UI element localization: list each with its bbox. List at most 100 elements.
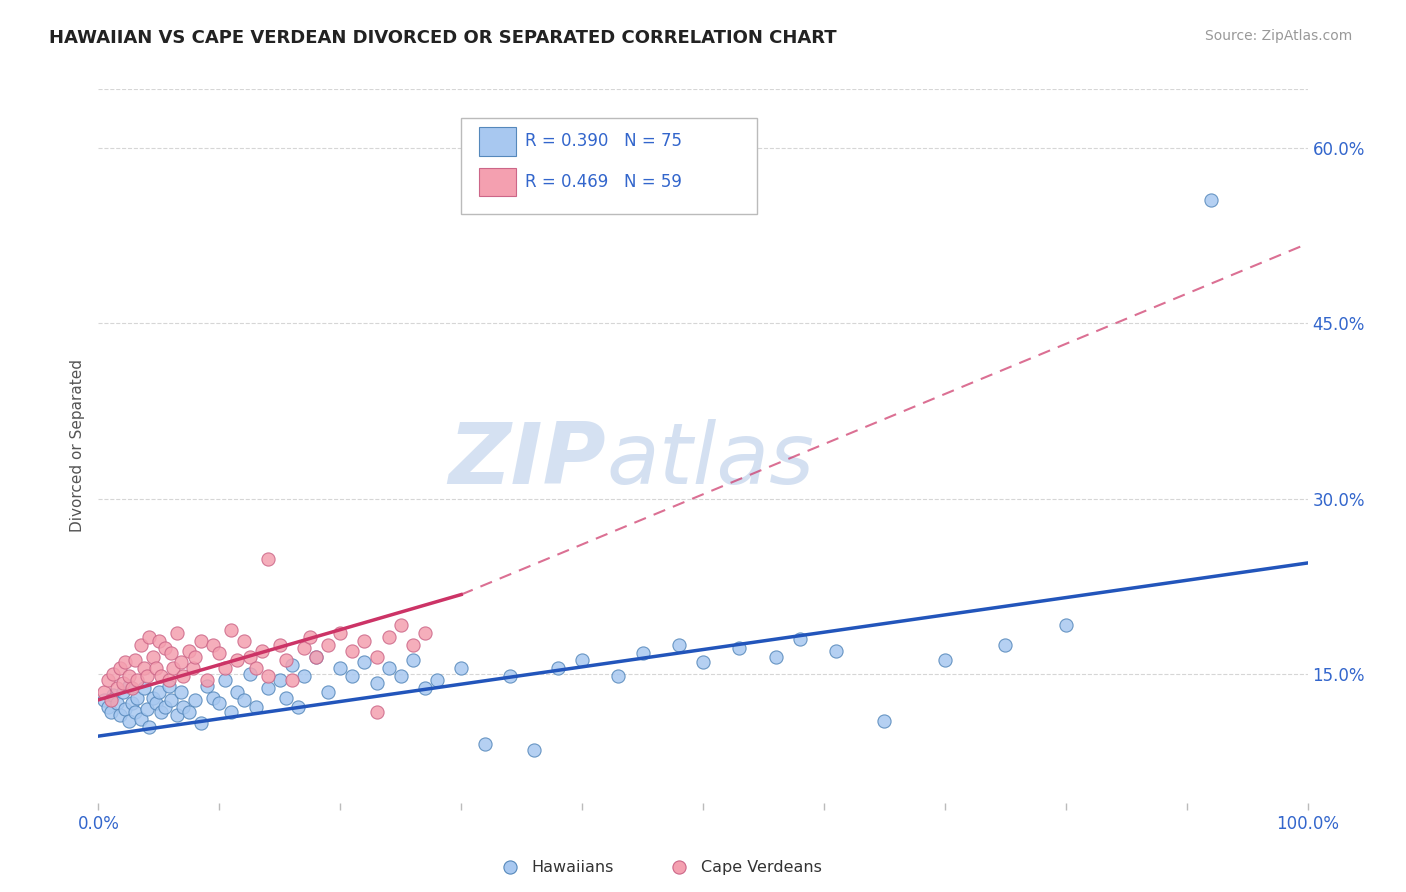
Point <box>108 661 131 675</box>
Y-axis label: Divorced or Separated: Divorced or Separated <box>69 359 84 533</box>
Point <box>873 714 896 728</box>
Point <box>366 649 388 664</box>
Point <box>160 646 183 660</box>
Point <box>97 673 120 687</box>
Bar <box>479 127 516 155</box>
Point <box>214 673 236 687</box>
Point <box>316 684 339 698</box>
Point <box>118 679 141 693</box>
Point <box>195 679 218 693</box>
Point <box>825 644 848 658</box>
Point <box>166 626 188 640</box>
Point <box>108 708 131 723</box>
Point <box>305 649 328 664</box>
Point <box>571 653 593 667</box>
Point <box>145 661 167 675</box>
Point <box>305 649 328 664</box>
Point <box>105 681 128 695</box>
Text: HAWAIIAN VS CAPE VERDEAN DIVORCED OR SEPARATED CORRELATION CHART: HAWAIIAN VS CAPE VERDEAN DIVORCED OR SEP… <box>49 29 837 46</box>
Point <box>402 653 425 667</box>
Point <box>190 634 212 648</box>
Point <box>281 673 304 687</box>
Point <box>124 705 146 719</box>
Point <box>631 646 654 660</box>
Point <box>692 656 714 670</box>
Point <box>179 705 201 719</box>
Point <box>145 697 167 711</box>
Point <box>413 626 436 640</box>
Point <box>135 669 157 683</box>
Point <box>157 673 180 687</box>
Point <box>208 646 231 660</box>
Point <box>281 657 304 672</box>
Point <box>269 638 291 652</box>
FancyBboxPatch shape <box>461 118 758 214</box>
Point <box>93 684 115 698</box>
Point <box>413 681 436 695</box>
Point <box>342 669 364 683</box>
Point <box>377 630 399 644</box>
Point <box>134 681 156 695</box>
Point <box>157 679 180 693</box>
Point <box>208 697 231 711</box>
Point <box>329 661 352 675</box>
Point <box>232 693 254 707</box>
Point <box>668 638 690 652</box>
Point <box>150 705 173 719</box>
Point <box>124 653 146 667</box>
Point <box>274 653 297 667</box>
Point <box>114 702 136 716</box>
Point <box>245 661 267 675</box>
Text: Source: ZipAtlas.com: Source: ZipAtlas.com <box>1205 29 1353 43</box>
Point <box>184 693 207 707</box>
Point <box>256 681 278 695</box>
Point <box>214 661 236 675</box>
Point <box>148 634 170 648</box>
Point <box>366 676 388 690</box>
Point <box>138 630 160 644</box>
Point <box>256 552 278 566</box>
Point <box>450 661 472 675</box>
Point <box>765 649 787 664</box>
Point <box>377 661 399 675</box>
Point <box>202 638 225 652</box>
Point <box>402 638 425 652</box>
Point <box>153 641 176 656</box>
Point <box>129 638 152 652</box>
Point <box>329 626 352 640</box>
Point <box>179 644 201 658</box>
Point <box>93 693 115 707</box>
Point <box>129 712 152 726</box>
Text: ZIP: ZIP <box>449 418 606 502</box>
Text: R = 0.390   N = 75: R = 0.390 N = 75 <box>526 132 682 150</box>
Point <box>728 641 751 656</box>
Point <box>607 669 630 683</box>
Point <box>118 669 141 683</box>
Point <box>269 673 291 687</box>
Point <box>181 661 204 675</box>
Point <box>226 684 249 698</box>
Point <box>127 673 149 687</box>
Point <box>135 702 157 716</box>
Point <box>353 634 375 648</box>
Point <box>150 669 173 683</box>
Point <box>162 661 184 675</box>
Point <box>134 661 156 675</box>
Point <box>118 714 141 728</box>
Point <box>256 669 278 683</box>
Point <box>221 705 243 719</box>
Point <box>934 653 956 667</box>
Bar <box>479 168 516 196</box>
Point <box>153 699 176 714</box>
Point <box>111 676 134 690</box>
Point <box>100 693 122 707</box>
Point <box>353 656 375 670</box>
Point <box>114 656 136 670</box>
Point <box>121 697 143 711</box>
Point <box>138 720 160 734</box>
Point <box>169 656 191 670</box>
Point <box>250 644 273 658</box>
Point <box>789 632 811 646</box>
Point <box>316 638 339 652</box>
Text: R = 0.469   N = 59: R = 0.469 N = 59 <box>526 173 682 191</box>
